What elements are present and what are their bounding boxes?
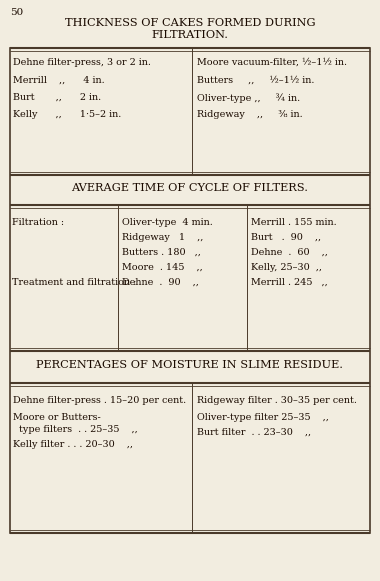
Text: Oliver-type filter 25–35    ,,: Oliver-type filter 25–35 ,, xyxy=(197,413,329,422)
Text: Moore  . 145    ,,: Moore . 145 ,, xyxy=(122,263,203,272)
Text: Merrill    ,,      4 in.: Merrill ,, 4 in. xyxy=(13,76,105,85)
Text: Merrill . 155 min.: Merrill . 155 min. xyxy=(251,218,337,227)
Text: THICKNESS OF CAKES FORMED DURING: THICKNESS OF CAKES FORMED DURING xyxy=(65,18,315,28)
Text: Moore or Butters-: Moore or Butters- xyxy=(13,413,101,422)
Text: Dehne filter-press . 15–20 per cent.: Dehne filter-press . 15–20 per cent. xyxy=(13,396,186,405)
Bar xyxy=(10,48,370,533)
Text: Dehne filter-press, 3 or 2 in.: Dehne filter-press, 3 or 2 in. xyxy=(13,58,151,67)
Text: Oliver-type ,,     ¾ in.: Oliver-type ,, ¾ in. xyxy=(197,93,300,103)
Text: type filters  . . 25–35    ,,: type filters . . 25–35 ,, xyxy=(13,425,138,434)
Text: AVERAGE TIME OF CYCLE OF FILTERS.: AVERAGE TIME OF CYCLE OF FILTERS. xyxy=(71,183,309,193)
Text: FILTRATION.: FILTRATION. xyxy=(152,30,228,40)
Text: Kelly, 25–30  ,,: Kelly, 25–30 ,, xyxy=(251,263,322,272)
Text: 50: 50 xyxy=(10,8,23,17)
Text: Merrill . 245   ,,: Merrill . 245 ,, xyxy=(251,278,328,287)
Text: Oliver-type  4 min.: Oliver-type 4 min. xyxy=(122,218,213,227)
Text: Kelly      ,,      1·5–2 in.: Kelly ,, 1·5–2 in. xyxy=(13,110,121,119)
Text: Burt       ,,      2 in.: Burt ,, 2 in. xyxy=(13,93,101,102)
Text: Ridgeway   1    ,,: Ridgeway 1 ,, xyxy=(122,233,203,242)
Text: PERCENTAGES OF MOISTURE IN SLIME RESIDUE.: PERCENTAGES OF MOISTURE IN SLIME RESIDUE… xyxy=(36,360,344,370)
Text: Ridgeway    ,,     ⅜ in.: Ridgeway ,, ⅜ in. xyxy=(197,110,302,119)
Text: Burt   .  90    ,,: Burt . 90 ,, xyxy=(251,233,321,242)
Text: Ridgeway filter . 30–35 per cent.: Ridgeway filter . 30–35 per cent. xyxy=(197,396,357,405)
Text: Butters . 180   ,,: Butters . 180 ,, xyxy=(122,248,201,257)
Text: Butters     ,,     ½–1½ in.: Butters ,, ½–1½ in. xyxy=(197,76,314,85)
Text: Kelly filter . . . 20–30    ,,: Kelly filter . . . 20–30 ,, xyxy=(13,440,133,449)
Text: Burt filter  . . 23–30    ,,: Burt filter . . 23–30 ,, xyxy=(197,428,311,437)
Text: Dehne  .  60    ,,: Dehne . 60 ,, xyxy=(251,248,328,257)
Text: Dehne  .  90    ,,: Dehne . 90 ,, xyxy=(122,278,199,287)
Text: Filtration :: Filtration : xyxy=(12,218,64,227)
Text: Treatment and filtration :: Treatment and filtration : xyxy=(12,278,136,287)
Text: Moore vacuum-filter, ½–1½ in.: Moore vacuum-filter, ½–1½ in. xyxy=(197,58,347,67)
